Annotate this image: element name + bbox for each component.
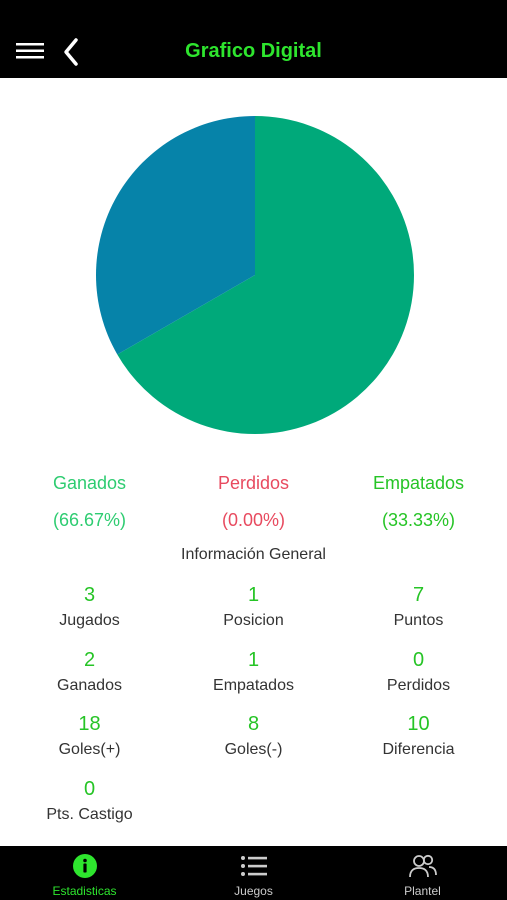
result-perdidos: Perdidos (0.00%): [169, 470, 338, 533]
tab-juegos[interactable]: Juegos: [169, 846, 338, 900]
header-bar: Grafico Digital: [0, 0, 507, 78]
result-percent: (33.33%): [381, 510, 456, 530]
tab-label: Juegos: [234, 884, 273, 898]
stat-value: 3: [83, 584, 96, 606]
stat-label: Goles(-): [224, 741, 283, 758]
stat-label: Puntos: [393, 612, 444, 629]
stat-perdidos: 0 Perdidos: [334, 647, 503, 697]
page-title: Grafico Digital: [185, 40, 322, 62]
stat-ganados: 2 Ganados: [5, 647, 174, 697]
result-percent: (66.67%): [52, 510, 127, 530]
stat-value: 1: [247, 649, 260, 671]
list-icon: [241, 856, 267, 876]
result-label: Ganados: [52, 473, 127, 493]
stat-label: Empatados: [213, 677, 294, 694]
stat-value: 1: [247, 584, 260, 606]
stat-value: 8: [247, 713, 260, 735]
hamburger-icon: [16, 43, 44, 59]
info-icon: [73, 854, 97, 878]
tab-estadisticas[interactable]: Estadisticas: [0, 846, 169, 900]
result-ganados: Ganados (66.67%): [5, 470, 174, 533]
stat-label: Jugados: [59, 612, 120, 629]
stat-label: Ganados: [57, 677, 122, 694]
stat-value: 7: [412, 584, 425, 606]
stat-label: Pts. Castigo: [46, 806, 133, 823]
pie-slice-empatados: [95, 116, 255, 355]
stat-label: Perdidos: [386, 677, 451, 694]
stat-puntos: 7 Puntos: [334, 582, 503, 632]
result-label: Empatados: [372, 473, 465, 493]
stat-goles-contra: 8 Goles(-): [169, 711, 338, 761]
stat-label: Diferencia: [382, 741, 455, 758]
result-empatados: Empatados (33.33%): [334, 470, 503, 533]
tab-label: Plantel: [404, 884, 441, 898]
stat-label: Posicion: [223, 612, 284, 629]
results-summary: Ganados (66.67%) Perdidos (0.00%) Empata…: [0, 470, 507, 540]
menu-button[interactable]: [12, 36, 48, 66]
stat-value: 0: [412, 649, 425, 671]
result-percent: (0.00%): [221, 510, 286, 530]
stat-empatados: 1 Empatados: [169, 647, 338, 697]
stat-goles-favor: 18 Goles(+): [5, 711, 174, 761]
section-title: Información General: [181, 546, 326, 563]
stat-value: 0: [83, 778, 96, 800]
back-button[interactable]: [58, 36, 86, 68]
result-label: Perdidos: [217, 473, 290, 493]
users-icon: [409, 854, 437, 878]
tab-label: Estadisticas: [52, 884, 117, 898]
chevron-left-icon: [64, 38, 78, 66]
stat-diferencia: 10 Diferencia: [334, 711, 503, 761]
bottom-tab-bar: Estadisticas Juegos Plantel: [0, 846, 507, 900]
stat-value: 10: [407, 713, 430, 735]
pie-chart: [95, 115, 415, 435]
stat-pts-castigo: 0 Pts. Castigo: [5, 776, 174, 826]
pie-chart-svg: [95, 116, 414, 434]
stat-label: Goles(+): [58, 741, 121, 758]
stat-jugados: 3 Jugados: [5, 582, 174, 632]
pie-slice-ganados: [117, 116, 414, 434]
stat-value: 18: [78, 713, 101, 735]
stat-value: 2: [83, 649, 96, 671]
stat-posicion: 1 Posicion: [169, 582, 338, 632]
tab-plantel[interactable]: Plantel: [338, 846, 507, 900]
